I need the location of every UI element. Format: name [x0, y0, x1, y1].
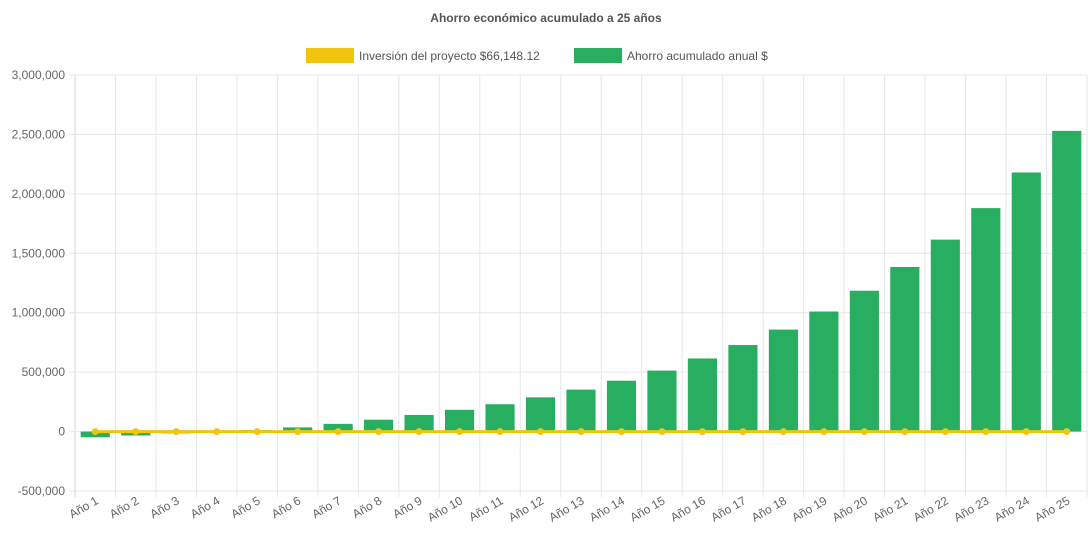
line-point[interactable]	[941, 428, 949, 436]
x-tick-label: Año 20	[830, 493, 870, 524]
x-tick-label: Año 21	[870, 493, 910, 524]
bar[interactable]	[890, 266, 920, 432]
bar[interactable]	[768, 329, 798, 432]
line-point[interactable]	[901, 428, 909, 436]
line-point[interactable]	[860, 428, 868, 436]
x-tick-label: Año 14	[587, 493, 627, 524]
x-tick-label: Año 6	[269, 493, 303, 521]
line-series	[91, 428, 1071, 436]
line-point[interactable]	[577, 428, 585, 436]
bar[interactable]	[849, 290, 879, 432]
line-point[interactable]	[779, 428, 787, 436]
x-tick-label: Año 15	[628, 493, 668, 524]
legend-label-inversion[interactable]: Inversión del proyecto $66,148.12	[359, 49, 540, 63]
line-point[interactable]	[456, 428, 464, 436]
x-tick-label: Año 5	[229, 493, 263, 521]
bar[interactable]	[687, 358, 718, 432]
chart-title: Ahorro económico acumulado a 25 años	[430, 11, 662, 25]
line-point[interactable]	[698, 428, 706, 436]
y-tick-label: 1,500,000	[12, 246, 66, 260]
x-tick-label: Año 4	[188, 493, 222, 521]
bar[interactable]	[525, 397, 556, 432]
x-tick-label: Año 11	[466, 493, 505, 524]
line-point[interactable]	[253, 428, 261, 436]
line-point[interactable]	[375, 428, 383, 436]
x-axis-ticks: Año 1 Año 2 Año 3 Año 4 Año 5 Año 6 Año 7 Año 8…	[67, 493, 1073, 524]
line-point[interactable]	[415, 428, 423, 436]
line-point[interactable]	[172, 428, 180, 436]
x-tick-label: Año 12	[506, 493, 546, 524]
bar[interactable]	[606, 380, 637, 432]
x-tick-label: Año 16	[668, 493, 708, 524]
x-tick-label: Año 8	[350, 493, 384, 521]
line-point[interactable]	[820, 428, 828, 436]
y-tick-label: 2,500,000	[12, 127, 66, 141]
x-tick-label: Año 19	[789, 493, 829, 524]
legend-swatch-ahorro[interactable]	[574, 48, 622, 63]
x-tick-label: Año 13	[547, 493, 587, 524]
line-point[interactable]	[132, 428, 140, 436]
x-tick-label: Año 1	[67, 493, 101, 521]
bar[interactable]	[404, 414, 434, 432]
legend-label-ahorro[interactable]: Ahorro acumulado anual $	[627, 49, 768, 63]
x-tick-label: Año 24	[992, 493, 1032, 524]
y-tick-label: 0	[58, 425, 65, 439]
y-tick-label: -500,000	[18, 484, 66, 498]
y-tick-label: 1,000,000	[12, 306, 66, 320]
x-tick-label: Año 7	[309, 493, 343, 521]
line-point[interactable]	[537, 428, 545, 436]
bar[interactable]	[1052, 130, 1082, 432]
bar[interactable]	[930, 239, 960, 432]
grid-vertical	[74, 75, 1088, 497]
line-point[interactable]	[1022, 428, 1030, 436]
y-tick-label: 2,000,000	[12, 187, 66, 201]
x-tick-label: Año 2	[107, 493, 141, 521]
y-tick-label: 3,000,000	[12, 68, 66, 82]
bar[interactable]	[728, 345, 758, 432]
x-tick-label: Año 22	[911, 493, 951, 524]
line-point[interactable]	[617, 428, 625, 436]
line-point[interactable]	[91, 428, 99, 436]
line-point[interactable]	[213, 428, 221, 436]
y-tick-label: 500,000	[22, 365, 66, 379]
line-point[interactable]	[334, 428, 342, 436]
x-tick-label: Año 10	[425, 493, 465, 524]
x-tick-label: Año 17	[708, 493, 748, 524]
bar[interactable]	[809, 311, 839, 432]
line-point[interactable]	[294, 428, 302, 436]
x-tick-label: Año 18	[749, 493, 789, 524]
bar[interactable]	[566, 389, 596, 432]
bar[interactable]	[323, 423, 353, 432]
line-point[interactable]	[982, 428, 990, 436]
bar[interactable]	[647, 370, 677, 432]
x-tick-label: Año 3	[148, 493, 182, 521]
legend-swatch-inversion[interactable]	[306, 48, 354, 63]
line-point[interactable]	[739, 428, 747, 436]
bar[interactable]	[971, 208, 1001, 432]
line-point[interactable]	[496, 428, 504, 436]
x-tick-label: Año 25	[1032, 493, 1072, 524]
bar[interactable]	[364, 419, 394, 432]
x-tick-label: Año 23	[951, 493, 991, 524]
line-point[interactable]	[658, 428, 666, 436]
bar[interactable]	[1011, 172, 1041, 432]
x-tick-label: Año 9	[390, 493, 424, 521]
bar-series	[80, 130, 1082, 438]
line-point[interactable]	[1063, 428, 1071, 436]
bar[interactable]	[444, 409, 475, 432]
y-axis-ticks: 3,000,000 2,500,000 2,000,000 1,500,000 1,00…	[12, 68, 66, 498]
bar[interactable]	[485, 404, 515, 432]
legend: Inversión del proyecto $66,148.12 Ahorro…	[306, 48, 768, 63]
